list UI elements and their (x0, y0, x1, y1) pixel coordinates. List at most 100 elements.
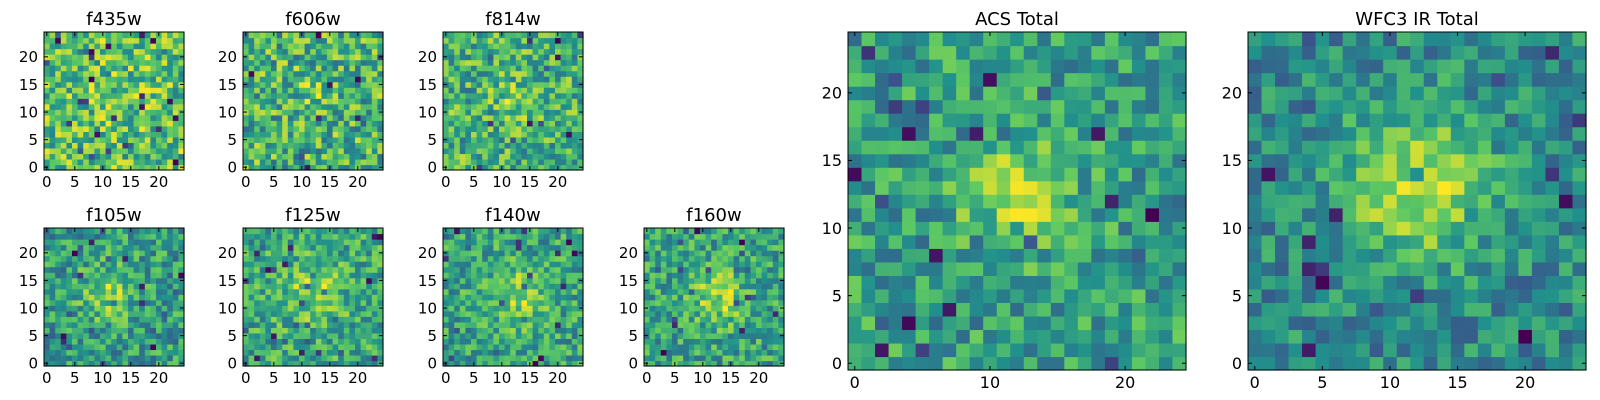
heatmap-cell (343, 343, 350, 351)
heatmap-cell (254, 114, 261, 121)
heatmap-cell (128, 327, 135, 334)
heatmap-cell (471, 305, 478, 312)
heatmap-cell (161, 43, 168, 50)
heatmap-cell (128, 65, 135, 72)
heatmap-cell (259, 244, 266, 251)
heatmap-cell (888, 194, 903, 209)
heatmap-cell (711, 244, 718, 251)
heatmap-cell (156, 354, 163, 362)
heatmap-cell (443, 343, 450, 351)
heatmap-cell (499, 125, 506, 132)
heatmap-cell (167, 327, 174, 334)
heatmap-cell (1131, 248, 1147, 263)
heatmap-cell (167, 283, 174, 290)
heatmap-cell (83, 37, 90, 44)
heatmap-cell (259, 109, 266, 116)
heatmap-cell (538, 65, 545, 72)
heatmap-cell (510, 288, 517, 295)
heatmap-cell (77, 70, 84, 77)
heatmap-cell (360, 244, 367, 251)
heatmap-cell (178, 158, 185, 166)
heatmap-cell (343, 48, 350, 55)
heatmap-cell (310, 92, 317, 99)
heatmap-cell (728, 250, 735, 257)
heatmap-cell (761, 239, 768, 246)
heatmap-cell (482, 261, 489, 268)
heatmap-cell (688, 349, 695, 356)
heatmap-cell (167, 266, 174, 273)
heatmap-cell (1131, 167, 1147, 182)
heatmap-cell (577, 239, 584, 246)
heatmap-cell (259, 131, 266, 138)
heatmap-cell (83, 305, 90, 312)
heatmap-cell (243, 142, 250, 149)
heatmap-cell (259, 338, 266, 345)
heatmap-cell (128, 92, 135, 99)
heatmap-cell (543, 109, 550, 116)
heatmap-cell (538, 54, 545, 61)
heatmap-cell (471, 283, 478, 290)
heatmap-cell (83, 153, 90, 160)
heatmap-cell (471, 272, 478, 279)
heatmap-cell (94, 354, 101, 362)
heatmap-cell (271, 158, 278, 166)
heatmap-cell (1037, 288, 1052, 303)
heatmap-cell (549, 360, 556, 367)
heatmap-cell (259, 87, 266, 94)
heatmap-cell (694, 360, 701, 367)
heatmap-cell (343, 310, 350, 317)
heatmap-cell (711, 332, 718, 339)
heatmap-cell (282, 305, 289, 312)
heatmap-cell (271, 288, 278, 295)
heatmap-cell (304, 272, 311, 279)
heatmap-cell (538, 327, 545, 334)
heatmap-cell (105, 142, 112, 149)
heatmap-cell (94, 109, 101, 116)
heatmap-cell (327, 316, 334, 323)
heatmap-cell (482, 54, 489, 61)
heatmap-cell (969, 248, 984, 263)
heatmap-cell (683, 272, 690, 279)
heatmap-cell (161, 228, 168, 235)
heatmap-cell (683, 321, 690, 328)
heatmap-cell (315, 327, 322, 334)
heatmap-cell (454, 120, 461, 127)
heatmap-cell (172, 305, 179, 312)
heatmap-cell (543, 327, 550, 334)
heatmap-cell (144, 327, 151, 334)
heatmap-cell (122, 228, 129, 235)
heatmap-cell (310, 43, 317, 50)
heatmap-cell (504, 305, 511, 312)
heatmap-cell (465, 294, 472, 301)
heatmap-cell (454, 294, 461, 301)
heatmap-cell (332, 283, 339, 290)
heatmap-cell (482, 70, 489, 77)
heatmap-cell (465, 120, 472, 127)
heatmap-cell (443, 354, 450, 362)
heatmap-cell (510, 310, 517, 317)
heatmap-cell (338, 147, 345, 155)
heatmap-cell (259, 114, 266, 121)
heatmap-cell (338, 92, 345, 99)
heatmap-cell (694, 239, 701, 246)
heatmap-cell (332, 233, 339, 240)
heatmap-cell (504, 283, 511, 290)
heatmap-cell (254, 283, 261, 290)
heatmap-cell (360, 228, 367, 235)
heatmap-cell (487, 228, 494, 235)
heatmap-cell (538, 98, 545, 105)
heatmap-cell (254, 299, 261, 306)
heatmap-cell (448, 125, 455, 132)
heatmap-cell (716, 244, 723, 251)
heatmap-cell (443, 120, 450, 127)
heatmap-cell (555, 43, 562, 50)
heatmap-cell (111, 255, 118, 262)
heatmap-cell (72, 98, 79, 105)
heatmap-cell (243, 147, 250, 155)
heatmap-cell (332, 48, 339, 55)
heatmap-cell (360, 349, 367, 356)
heatmap-cell (767, 299, 774, 306)
heatmap-cell (60, 76, 67, 83)
heatmap-cell (722, 228, 729, 235)
heatmap-cell (577, 354, 584, 362)
